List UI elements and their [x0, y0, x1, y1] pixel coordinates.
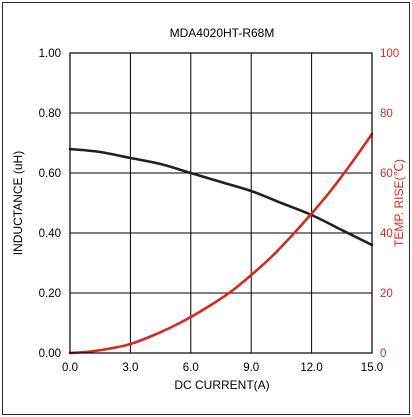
y-left-tick-label: 0.20	[39, 288, 61, 300]
tick-labels: 0.0 3.0 6.0 9.0 12.0 15.0 0.00 0.20 0.40 0.60 0.80…	[39, 48, 400, 374]
y-left-tick-label: 0.00	[39, 348, 61, 360]
x-tick-label: 0.0	[62, 362, 78, 374]
chart-title: MDA4020HT-R68M	[170, 26, 275, 40]
y-right-tick-label: 0	[380, 348, 386, 360]
inductance-curve	[68, 147, 374, 247]
y-left-tick-label: 0.80	[39, 108, 61, 120]
temp-rise-curve	[68, 132, 374, 355]
x-tick-label: 15.0	[361, 362, 383, 374]
y-axis-left-label: INDUCTANCE (uH)	[11, 151, 25, 255]
x-axis-label: DC CURRENT(A)	[174, 378, 269, 392]
x-tick-label: 12.0	[300, 362, 322, 374]
plot-area	[70, 53, 372, 353]
x-tick-label: 9.0	[243, 362, 259, 374]
y-left-tick-label: 0.40	[39, 228, 61, 240]
grid-lines	[70, 53, 372, 353]
x-tick-label: 6.0	[183, 362, 199, 374]
y-right-tick-label: 40	[380, 228, 393, 240]
y-right-tick-label: 60	[380, 168, 393, 180]
y-axis-right-label: TEMP. RISE(℃)	[392, 159, 406, 247]
y-left-tick-label: 0.60	[39, 168, 61, 180]
y-right-tick-label: 20	[380, 288, 393, 300]
plot-border	[69, 52, 373, 354]
y-left-tick-label: 1.00	[39, 48, 61, 60]
x-tick-label: 3.0	[122, 362, 138, 374]
y-right-tick-label: 80	[380, 108, 393, 120]
series-layer	[68, 132, 374, 355]
y-right-tick-label: 100	[380, 48, 399, 60]
